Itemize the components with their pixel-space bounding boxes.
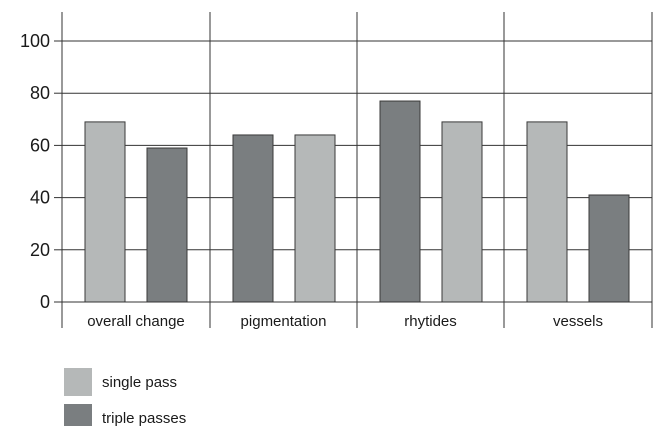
bar-overall-change-single-pass [84,121,126,303]
category-label-rhytides: rhytides [404,313,457,330]
bars [84,100,630,303]
legend-label-single-pass: single pass [102,374,177,391]
bar-pigmentation-triple-passes [294,134,336,303]
category-label-vessels: vessels [553,313,603,330]
y-tick-label-40: 40 [30,188,50,208]
legend: single pass triple passes [64,368,186,426]
category-label-pigmentation: pigmentation [241,313,327,330]
bar-rhytides-triple-passes [441,121,483,303]
bar-vessels-triple-passes [588,194,630,303]
category-label-overall-change: overall change [87,313,185,330]
y-tick-label-20: 20 [30,240,50,260]
bar-rhytides-single-pass [379,100,421,303]
y-tick-label-100: 100 [20,31,50,51]
y-tick-labels: 0 20 40 60 80 100 [20,31,50,312]
bar-overall-change-triple-passes [146,147,188,303]
y-tick-label-80: 80 [30,83,50,103]
bar-vessels-single-pass [526,121,568,303]
legend-label-triple-passes: triple passes [102,410,186,426]
category-labels: overall change pigmentation rhytides vessel… [87,313,603,330]
legend-swatch-triple-passes [64,404,92,426]
y-tick-label-60: 60 [30,135,50,155]
axes [54,12,653,328]
bar-pigmentation-single-pass [232,134,274,303]
legend-swatch-single-pass [64,368,92,396]
y-tick-label-0: 0 [40,292,50,312]
